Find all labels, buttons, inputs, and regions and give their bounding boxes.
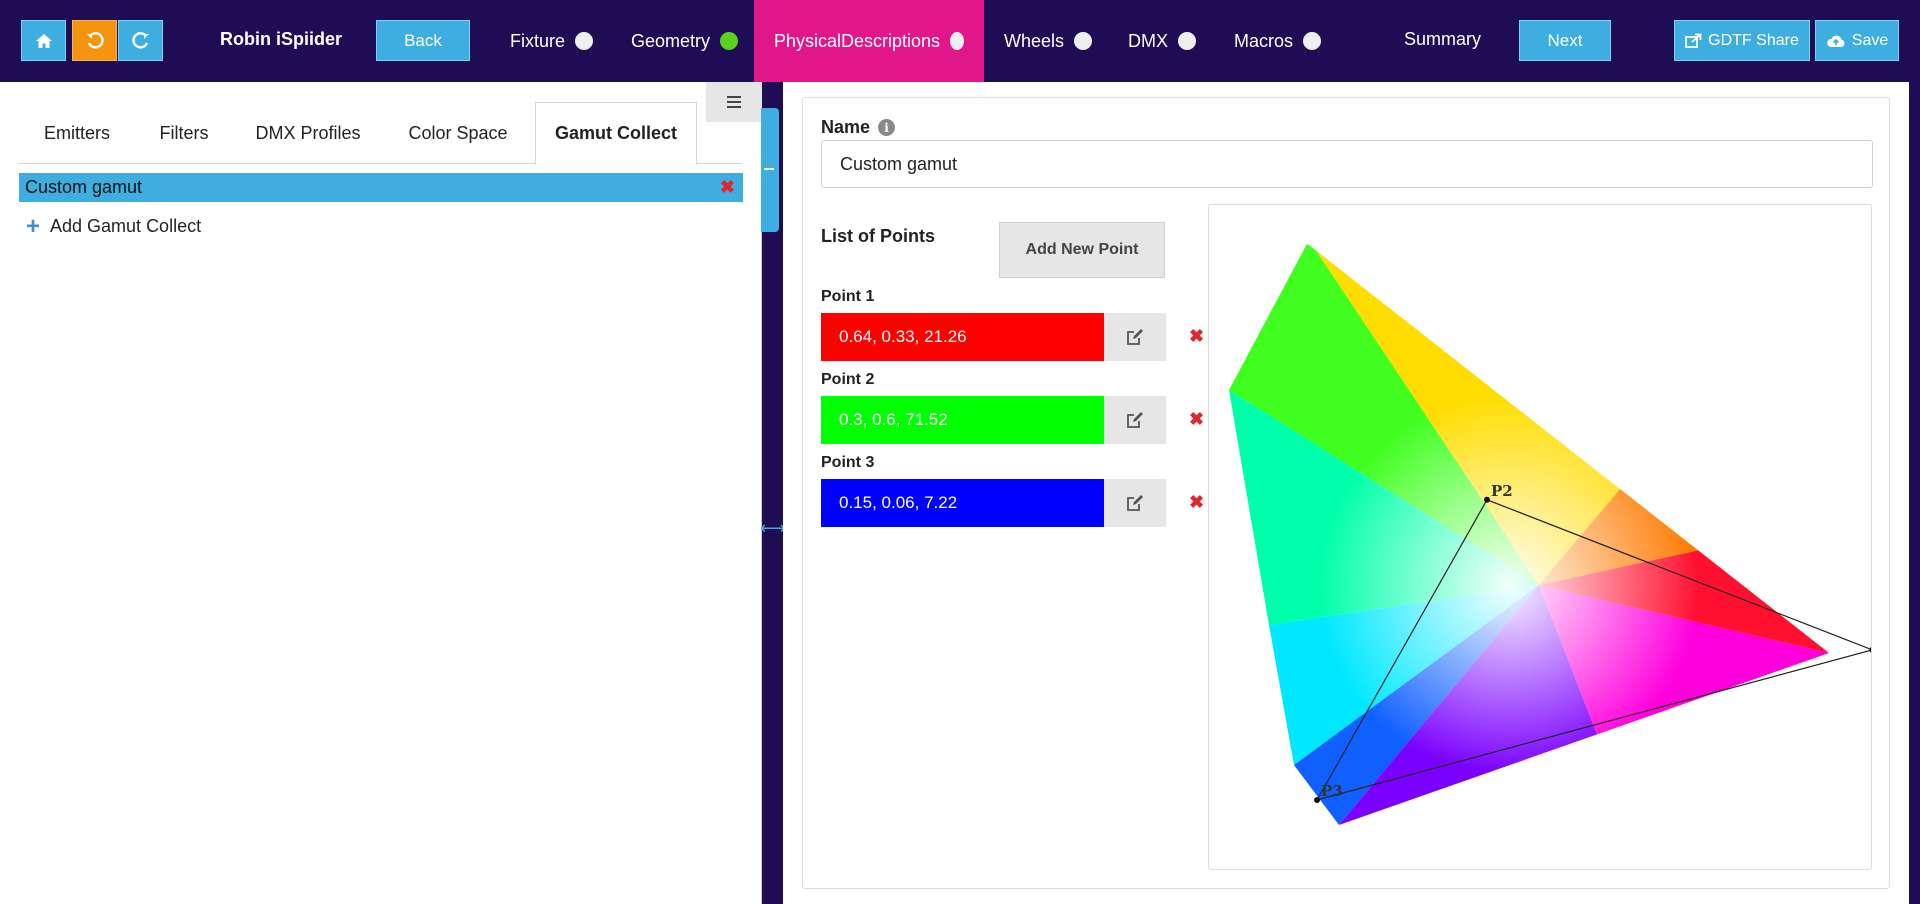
- save-button[interactable]: Save: [1815, 20, 1899, 61]
- tab-macros[interactable]: Macros: [1234, 0, 1322, 82]
- summary-link[interactable]: Summary: [1404, 29, 1482, 49]
- point-value: 0.3, 0.6, 71.52: [821, 396, 1104, 444]
- list-item-label: Custom gamut: [25, 177, 143, 197]
- tab-label: PhysicalDescriptions: [774, 30, 941, 51]
- left-panel: Emitters Filters DMX Profiles Color Spac…: [0, 82, 762, 904]
- menu-toggle-button[interactable]: [706, 82, 762, 122]
- tab-label: Wheels: [1004, 30, 1065, 51]
- add-gamut-collect-button[interactable]: + Add Gamut Collect: [26, 212, 202, 240]
- name-label: Name i: [821, 117, 896, 138]
- plus-icon: +: [26, 212, 41, 240]
- edit-point-button[interactable]: [1104, 313, 1166, 361]
- redo-icon: [131, 31, 149, 49]
- tab-filters[interactable]: Filters: [159, 122, 209, 143]
- edit-point-button[interactable]: [1104, 396, 1166, 444]
- tab-label: Macros: [1234, 30, 1294, 51]
- name-label-text: Name: [821, 117, 871, 137]
- undo-button[interactable]: [72, 20, 117, 61]
- gamut-outline: [1315, 499, 1871, 801]
- save-label: Save: [1851, 31, 1889, 49]
- tab-dmx[interactable]: DMX: [1128, 0, 1196, 82]
- list-item[interactable]: Custom gamut ✖: [19, 173, 743, 202]
- cie-diagram: P1P2P3: [1229, 241, 1872, 825]
- delete-point-icon[interactable]: ✖: [1189, 409, 1205, 429]
- status-dot: [720, 32, 739, 50]
- gamut-triangle: P1P2P3: [1314, 482, 1872, 803]
- point-value: 0.15, 0.06, 7.22: [821, 479, 1104, 527]
- back-button[interactable]: Back: [376, 20, 470, 61]
- point-label: Point 1: [821, 288, 875, 305]
- tab-label: DMX: [1128, 30, 1168, 51]
- panel-collapse-handle[interactable]: [761, 108, 779, 232]
- tab-dmx-profiles[interactable]: DMX Profiles: [255, 122, 361, 143]
- edit-icon: [1127, 329, 1143, 345]
- delete-icon[interactable]: ✖: [719, 177, 735, 197]
- home-icon: [35, 33, 52, 48]
- delete-point-icon[interactable]: ✖: [1189, 326, 1205, 346]
- point-label: Point 2: [821, 371, 875, 388]
- tab-gamut-collect[interactable]: Gamut Collect: [535, 102, 697, 165]
- tab-geometry[interactable]: Geometry: [631, 0, 739, 82]
- status-dot: [950, 32, 964, 50]
- point-value: 0.64, 0.33, 21.26: [821, 313, 1104, 361]
- cie-chromaticity-chart[interactable]: P1P2P3: [1208, 204, 1872, 870]
- tab-wheels[interactable]: Wheels: [1004, 0, 1093, 82]
- delete-point-icon[interactable]: ✖: [1189, 492, 1205, 512]
- gamut-point[interactable]: [1483, 496, 1490, 503]
- tab-label: Fixture: [510, 30, 566, 51]
- fixture-name: Robin iSpiider: [220, 29, 343, 49]
- status-dot: [1074, 32, 1093, 50]
- point-label: Point 3: [821, 454, 875, 471]
- gamut-point[interactable]: [1869, 647, 1872, 653]
- tab-emitters[interactable]: Emitters: [43, 122, 110, 143]
- edit-icon: [1127, 412, 1143, 428]
- cloud-upload-icon: [1826, 35, 1845, 47]
- share-icon: [1685, 33, 1702, 48]
- info-icon[interactable]: i: [878, 119, 896, 136]
- gamut-point-label: P3: [1321, 782, 1343, 800]
- status-dot: [575, 32, 594, 50]
- add-label: Add Gamut Collect: [50, 216, 202, 236]
- edit-point-button[interactable]: [1104, 479, 1166, 527]
- redo-button[interactable]: [118, 20, 163, 61]
- hamburger-icon: [727, 96, 741, 108]
- resize-arrows-icon[interactable]: ⟷: [760, 518, 786, 538]
- gamut-point[interactable]: [1314, 797, 1320, 803]
- edit-icon: [1127, 495, 1143, 511]
- gamut-editor-card: Name i List of Points Add New Point Poin…: [802, 97, 1890, 889]
- tab-label: Geometry: [631, 30, 711, 51]
- next-button[interactable]: Next: [1519, 20, 1611, 61]
- gamut-point-label: P2: [1491, 482, 1513, 500]
- tab-color-space[interactable]: Color Space: [408, 122, 508, 143]
- share-label: GDTF Share: [1708, 31, 1799, 49]
- add-new-point-button[interactable]: Add New Point: [999, 222, 1165, 278]
- status-dot: [1178, 32, 1196, 50]
- right-panel: Name i List of Points Add New Point Poin…: [783, 82, 1909, 904]
- points-title: List of Points: [821, 226, 935, 246]
- tab-fixture[interactable]: Fixture: [510, 0, 594, 82]
- top-navigation-bar: Robin iSpiider Back Fixture Geometry Phy…: [0, 0, 1920, 82]
- status-dot: [1303, 32, 1322, 50]
- name-field[interactable]: [821, 140, 1873, 188]
- home-button[interactable]: [21, 20, 66, 61]
- sub-tabs: Emitters Filters DMX Profiles Color Spac…: [18, 102, 742, 165]
- tab-physical-descriptions[interactable]: PhysicalDescriptions: [754, 0, 984, 82]
- spectral-locus: [1229, 241, 1829, 825]
- gdtf-share-button[interactable]: GDTF Share: [1674, 20, 1810, 61]
- undo-icon: [86, 31, 104, 49]
